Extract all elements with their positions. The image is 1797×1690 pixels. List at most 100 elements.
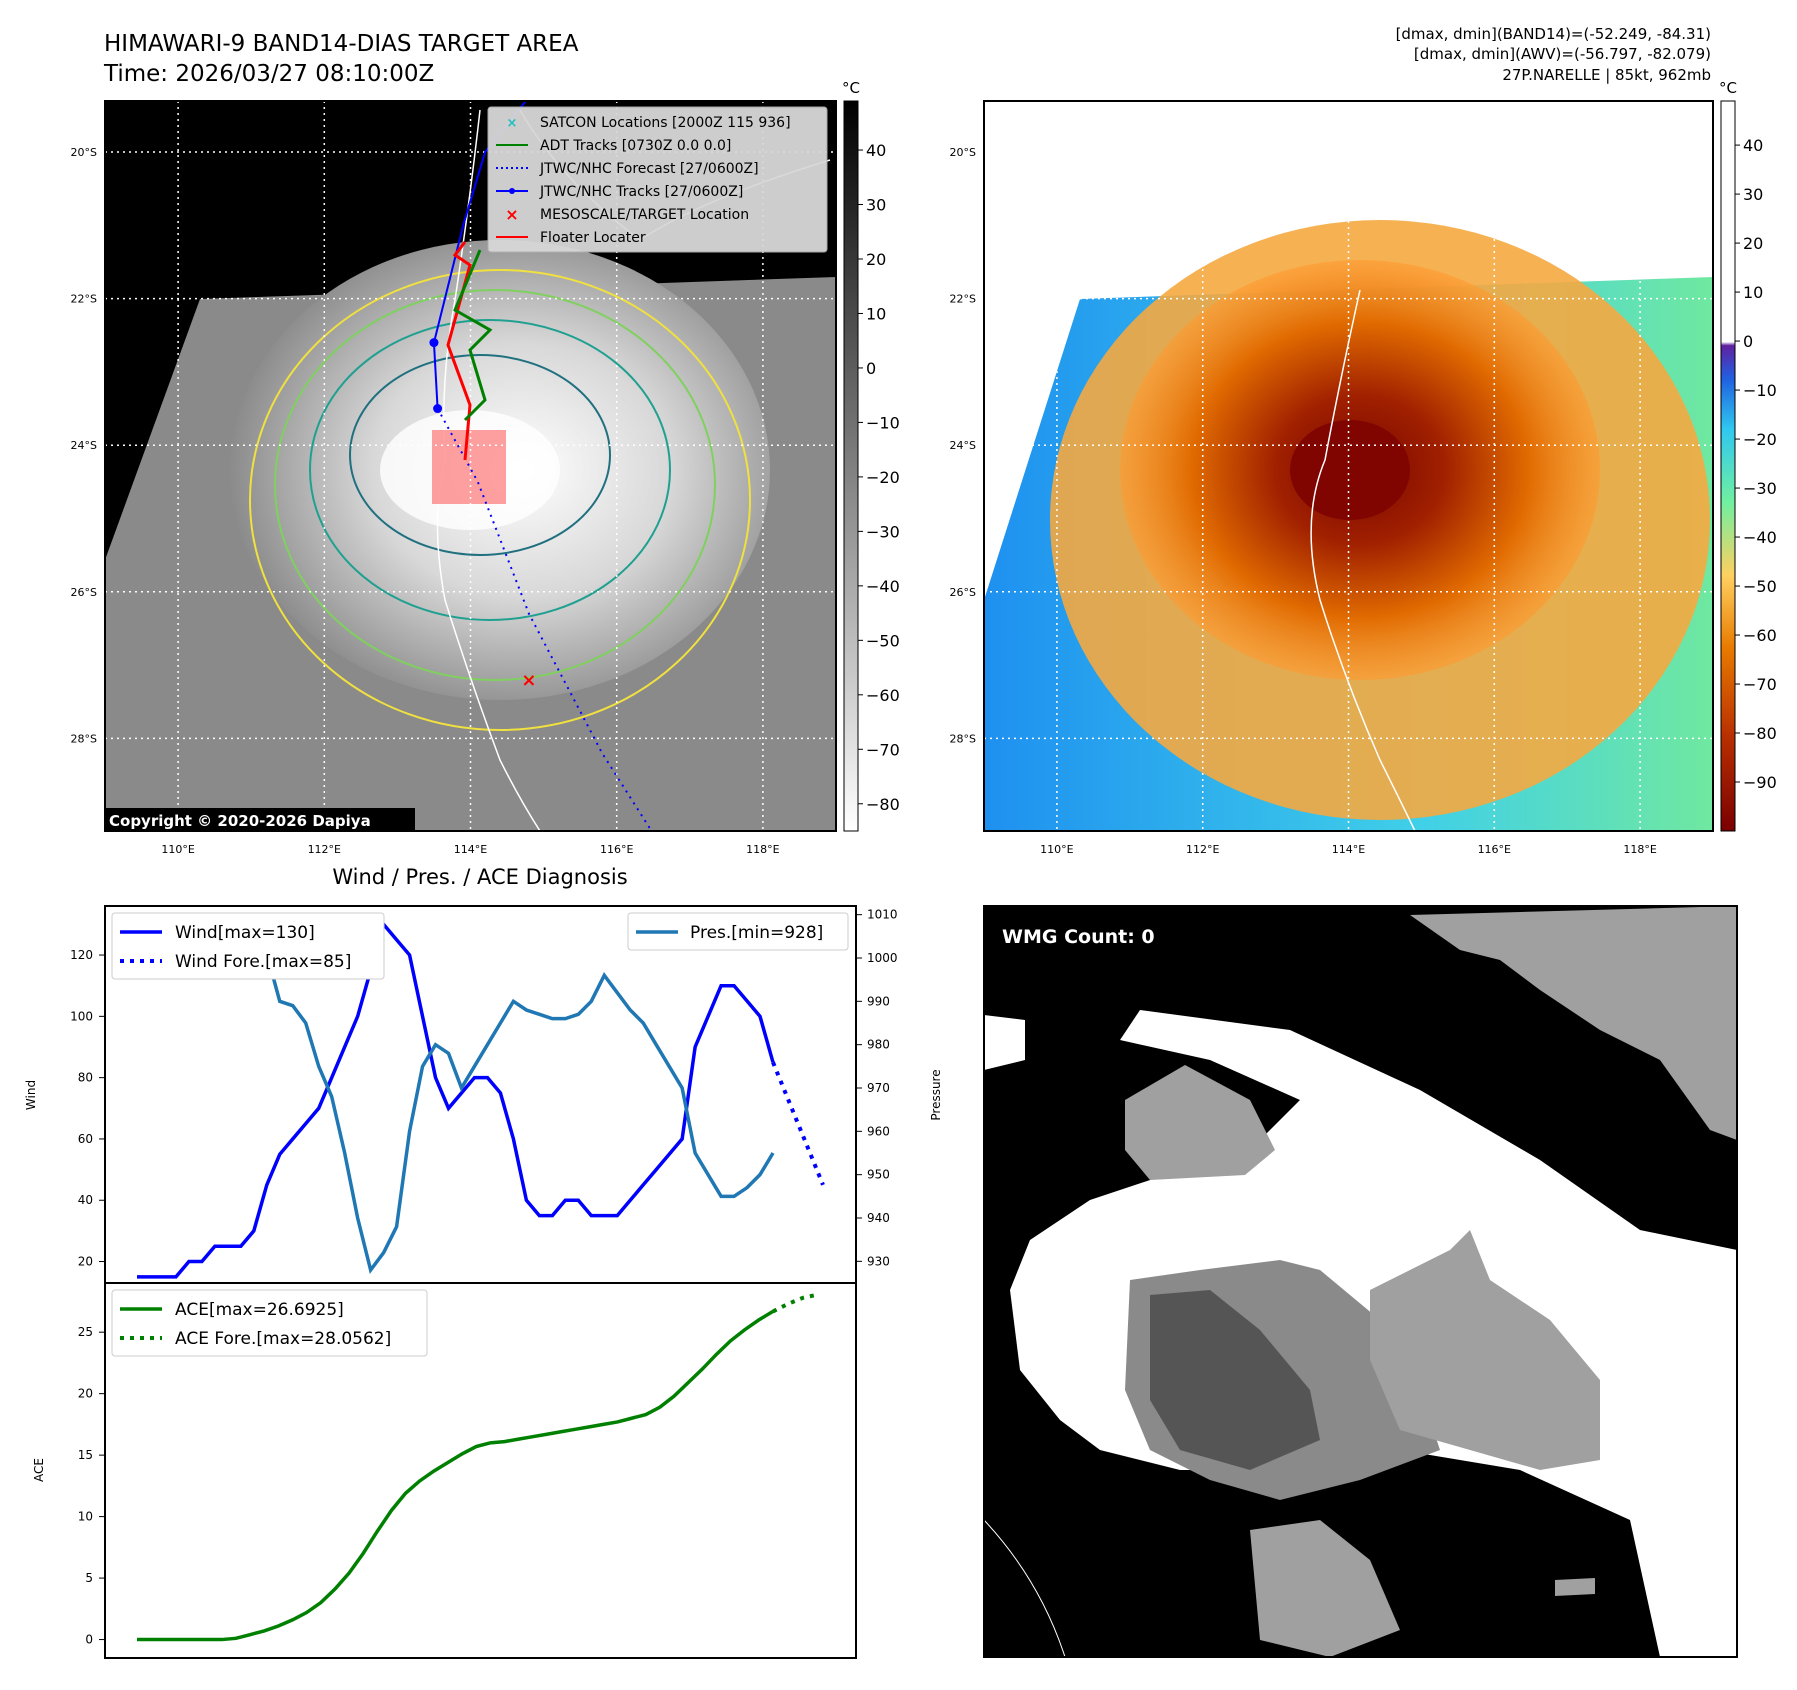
wind-tick-label: 60 [78, 1132, 93, 1146]
map2-frame [983, 100, 1714, 832]
floater-box [432, 430, 506, 504]
legend-swatch: × [505, 205, 518, 224]
map1-lat-labels: 20°S 22°S 24°S 26°S 28°S [71, 146, 97, 745]
pressure-tick-label: 930 [867, 1254, 890, 1268]
colorbar-tick-label: −70 [1743, 675, 1777, 694]
pressure-tick-label: 940 [867, 1211, 890, 1225]
wind-axis-ticks: 20 40 60 80 100 120 [70, 948, 105, 1269]
colorbar-tick-label: −30 [1743, 479, 1777, 498]
ace-chart: 0 5 10 15 20 25 ACE ACE[max=26.6925] ACE Fore… [32, 1282, 857, 1659]
legend-swatch-dot [509, 188, 515, 194]
lon-tick-label: 112°E [308, 843, 341, 856]
pressure-tick-label: 970 [867, 1081, 890, 1095]
wmg-gray-right-blob [1370, 1230, 1600, 1470]
lon-tick-label: 110°E [1040, 843, 1073, 856]
target-marker: × [521, 670, 536, 691]
lat-tick-label: 26°S [950, 586, 976, 599]
lat-tick-label: 26°S [71, 586, 97, 599]
wmg-gray-bottom [1250, 1520, 1400, 1657]
colorbar-tick-label: −50 [1743, 577, 1777, 596]
ace-legend-box [111, 1289, 428, 1357]
pressure-tick-label: 990 [867, 994, 890, 1008]
wmg-gray-small [1555, 1578, 1595, 1596]
wmg-frame [983, 905, 1738, 1658]
map2-storm-eye [1290, 420, 1410, 520]
wind-fore-legend-label: Wind Fore.[max=85] [175, 952, 351, 972]
lat-tick-label: 28°S [71, 732, 97, 745]
colorbar-tick-label: 10 [866, 304, 886, 323]
lon-tick-label: 118°E [746, 843, 779, 856]
pressure-tick-label: 1000 [867, 951, 898, 965]
map2-lon-labels: 110°E 112°E 114°E 116°E 118°E [1040, 843, 1657, 856]
track-point [429, 338, 439, 348]
colorbar-tick-label: −60 [866, 686, 900, 705]
color-map-panel: °C 403020100−10−20−30−40−50−60−70−80−90 … [950, 79, 1777, 856]
map2-grid [984, 101, 1713, 831]
colorbar-tick-label: 0 [866, 359, 876, 378]
wmg-gray-top-right [1410, 906, 1737, 1140]
wind-tick-label: 80 [78, 1071, 93, 1085]
colorbar-tick-label: 20 [866, 250, 886, 269]
colorbar-tick-label: 40 [1743, 136, 1763, 155]
wmg-panel: WMG Count: 0 [983, 905, 1738, 1658]
pressure-legend-box [627, 912, 849, 951]
legend-label: JTWC/NHC Forecast [27/0600Z] [539, 161, 759, 177]
copyright-text: Copyright © 2020-2026 Dapiya [109, 812, 371, 830]
colorbar-tick-label: −30 [866, 522, 900, 541]
map1-legend: × SATCON Locations [2000Z 115 936] ADT Tra… [487, 106, 828, 253]
info-line-3: 27P.NARELLE | 85kt, 962mb [1502, 66, 1711, 84]
ace-tick-label: 25 [78, 1325, 93, 1339]
gray-colorbar-ticks: 40 30 20 10 0 −10 −20 −30 −40 −50 −60 −70 −80 [858, 141, 900, 814]
colorbar-tick-label: −10 [1743, 381, 1777, 400]
colorbar-tick-label: −70 [866, 740, 900, 759]
jtwc-forecast [436, 408, 653, 831]
lon-tick-label: 114°E [454, 843, 487, 856]
wmg-white-left [984, 1015, 1025, 1070]
lat-tick-label: 24°S [950, 439, 976, 452]
colorbar-tick-label: 20 [1743, 234, 1763, 253]
lat-tick-label: 28°S [950, 732, 976, 745]
legend-label: SATCON Locations [2000Z 115 936] [540, 115, 791, 131]
colorbar-tick-label: −90 [1743, 773, 1777, 792]
lat-tick-label: 22°S [950, 293, 976, 306]
ace-tick-label: 5 [85, 1571, 93, 1585]
pressure-legend-label: Pres.[min=928] [690, 923, 823, 943]
ace-axis-ticks: 0 5 10 15 20 25 [78, 1325, 105, 1647]
lat-tick-label: 20°S [71, 146, 97, 159]
legend-label: MESOSCALE/TARGET Location [540, 207, 749, 223]
lon-tick-label: 112°E [1186, 843, 1219, 856]
lon-tick-label: 118°E [1623, 843, 1656, 856]
lon-tick-label: 110°E [161, 843, 194, 856]
pressure-axis-ticks: 930 940 950 960 970 980 990 1000 1010 [856, 908, 898, 1268]
ace-legend-label: ACE[max=26.6925] [175, 1300, 344, 1320]
wind-tick-label: 120 [70, 948, 93, 962]
legend-label: ADT Tracks [0730Z 0.0 0.0] [540, 138, 731, 154]
ace-tick-label: 15 [78, 1448, 93, 1462]
ace-tick-label: 10 [78, 1510, 93, 1524]
pressure-tick-label: 950 [867, 1168, 890, 1182]
legend-label: Floater Locater [540, 230, 646, 246]
wmg-gray-left-blob [1125, 1065, 1275, 1180]
figure-time: Time: 2026/03/27 08:10:00Z [103, 61, 434, 87]
color-colorbar [1720, 100, 1736, 832]
pressure-tick-label: 1010 [867, 908, 898, 922]
legend-label: JTWC/NHC Tracks [27/0600Z] [539, 184, 743, 200]
colorbar-tick-label: 10 [1743, 283, 1763, 302]
diagnosis-title: Wind / Pres. / ACE Diagnosis [332, 865, 627, 889]
gray-colorbar-unit: °C [842, 79, 860, 97]
pressure-tick-label: 980 [867, 1038, 890, 1052]
ace-fore-legend-label: ACE Fore.[max=28.0562] [175, 1329, 391, 1349]
lon-tick-label: 114°E [1332, 843, 1365, 856]
colorbar-tick-label: −80 [866, 795, 900, 814]
wind-tick-label: 40 [78, 1193, 93, 1207]
colorbar-tick-label: 30 [1743, 185, 1763, 204]
color-colorbar-unit: °C [1719, 79, 1737, 97]
lat-tick-label: 20°S [950, 146, 976, 159]
colorbar-tick-label: −20 [866, 468, 900, 487]
wind-series-line [137, 920, 775, 1279]
copyright-box [105, 808, 415, 831]
colorbar-tick-label: 0 [1743, 332, 1753, 351]
lon-tick-label: 116°E [600, 843, 633, 856]
colorbar-tick-label: −50 [866, 631, 900, 650]
colorbar-tick-label: −40 [866, 577, 900, 596]
